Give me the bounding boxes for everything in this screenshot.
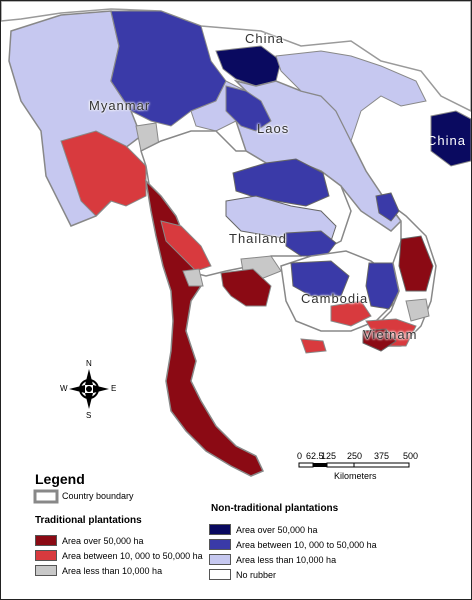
label-cambodia: Cambodia (301, 291, 369, 306)
traditional-title: Traditional plantations (35, 515, 142, 526)
label-laos: Laos (257, 121, 290, 136)
region-vietnam-grey (405, 298, 430, 322)
compass-w: W (60, 384, 68, 393)
region-gulf-small (300, 338, 327, 354)
legend-nontrad-1-label: Area over 50,000 ha (236, 524, 318, 535)
swatch-nontrad-4 (209, 569, 231, 580)
region-north-vietnam (275, 50, 427, 143)
region-laos-blue (225, 85, 272, 132)
region-peninsula-grey (182, 268, 204, 287)
swatch-nontrad-1 (209, 524, 231, 535)
label-china-right: China (427, 133, 466, 148)
legend-nontrad-3-label: Area less than 10,000 ha (236, 554, 337, 565)
legend-trad-2-label: Area between 10, 000 to 50,000 ha (62, 550, 203, 561)
scale-tick-5: 500 (403, 451, 419, 461)
compass-e: E (111, 384, 117, 393)
label-china-top: China (245, 31, 284, 46)
legend-trad-3-label: Area less than 10,000 ha (62, 565, 163, 576)
label-vietnam: Vietnam (363, 327, 418, 342)
legend-nontrad-3: Area less than 10,000 ha (209, 554, 336, 565)
scale-tick-0: 0 (297, 451, 303, 461)
legend-country-boundary: Country boundary (62, 491, 134, 501)
boundary-swatch (33, 489, 59, 504)
region-cambodia-red (330, 300, 372, 327)
region-cambodia-blue (290, 260, 350, 297)
legend-trad-1: Area over 50,000 ha (35, 535, 144, 546)
legend-country-boundary-label: Country boundary (62, 491, 134, 501)
non-traditional-title: Non-traditional plantations (211, 503, 339, 514)
label-thailand: Thailand (229, 231, 287, 246)
scale-tick-3: 250 (347, 451, 363, 461)
legend-trad-1-label: Area over 50,000 ha (62, 535, 144, 546)
swatch-trad-2 (35, 550, 57, 561)
region-vietnam-dark (362, 328, 397, 352)
legend-nontrad-4: No rubber (209, 569, 276, 580)
swatch-nontrad-3 (209, 554, 231, 565)
swatch-trad-3 (35, 565, 57, 576)
region-gulf-red (220, 268, 272, 307)
compass-n: N (86, 359, 92, 368)
region-vietnam-red (398, 235, 434, 292)
label-myanmar: Myanmar (89, 98, 151, 113)
land-north (1, 1, 471, 112)
region-china-right (430, 110, 471, 167)
region-thailand-northeast (232, 158, 330, 207)
swatch-nontrad-2 (209, 539, 231, 550)
legend-nontrad-2: Area between 10, 000 to 50,000 ha (209, 539, 377, 550)
legend-trad-3: Area less than 10,000 ha (35, 565, 162, 576)
compass-s: S (86, 411, 92, 420)
legend-nontrad-1: Area over 50,000 ha (209, 524, 318, 535)
scale-tick-2: 125 (321, 451, 337, 461)
region-vietnam-blue (375, 192, 400, 222)
legend-title: Legend (35, 471, 85, 487)
scale-tick-4: 375 (374, 451, 390, 461)
legend-nontrad-4-label: No rubber (236, 569, 277, 580)
legend-nontrad-2-label: Area between 10, 000 to 50,000 ha (236, 539, 377, 550)
scale-unit: Kilometers (334, 471, 377, 481)
scale-tick-1: 62.5 (306, 451, 324, 461)
region-myanmar-south (60, 130, 147, 217)
legend-trad-2: Area between 10, 000 to 50,000 ha (35, 550, 203, 561)
swatch-trad-1 (35, 535, 57, 546)
scale-bar (298, 462, 410, 468)
region-peninsula-red (160, 220, 212, 272)
compass-rose (69, 369, 109, 409)
